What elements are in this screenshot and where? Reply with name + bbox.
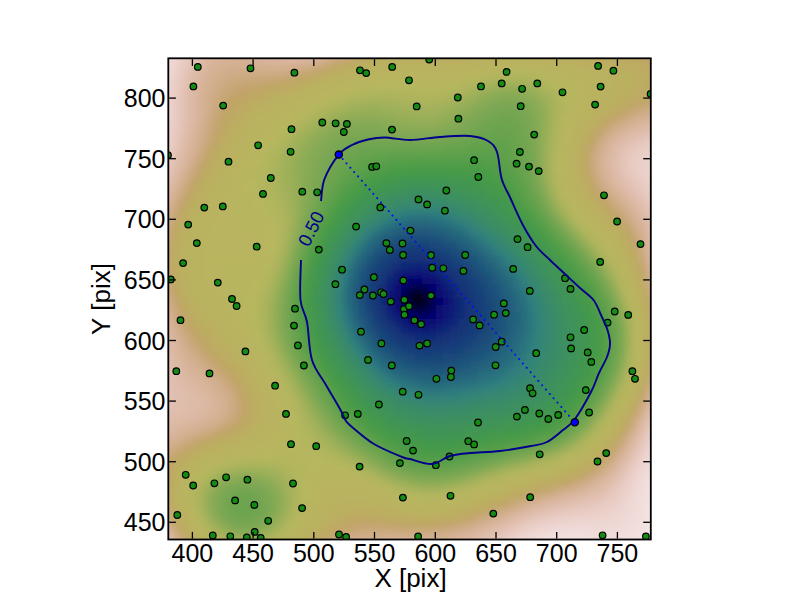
svg-text:Y [pix]: Y [pix]	[86, 263, 116, 335]
svg-text:500: 500	[124, 448, 166, 476]
svg-text:600: 600	[124, 327, 166, 355]
svg-text:550: 550	[124, 387, 166, 415]
svg-text:450: 450	[232, 539, 274, 567]
svg-text:700: 700	[536, 539, 578, 567]
svg-text:800: 800	[124, 84, 166, 112]
svg-text:750: 750	[124, 145, 166, 173]
svg-text:750: 750	[597, 539, 639, 567]
svg-text:450: 450	[124, 508, 166, 536]
svg-text:650: 650	[475, 539, 517, 567]
svg-text:700: 700	[124, 205, 166, 233]
svg-text:X [pix]: X [pix]	[374, 563, 446, 593]
svg-text:650: 650	[124, 266, 166, 294]
svg-text:500: 500	[293, 539, 335, 567]
svg-text:400: 400	[172, 539, 214, 567]
